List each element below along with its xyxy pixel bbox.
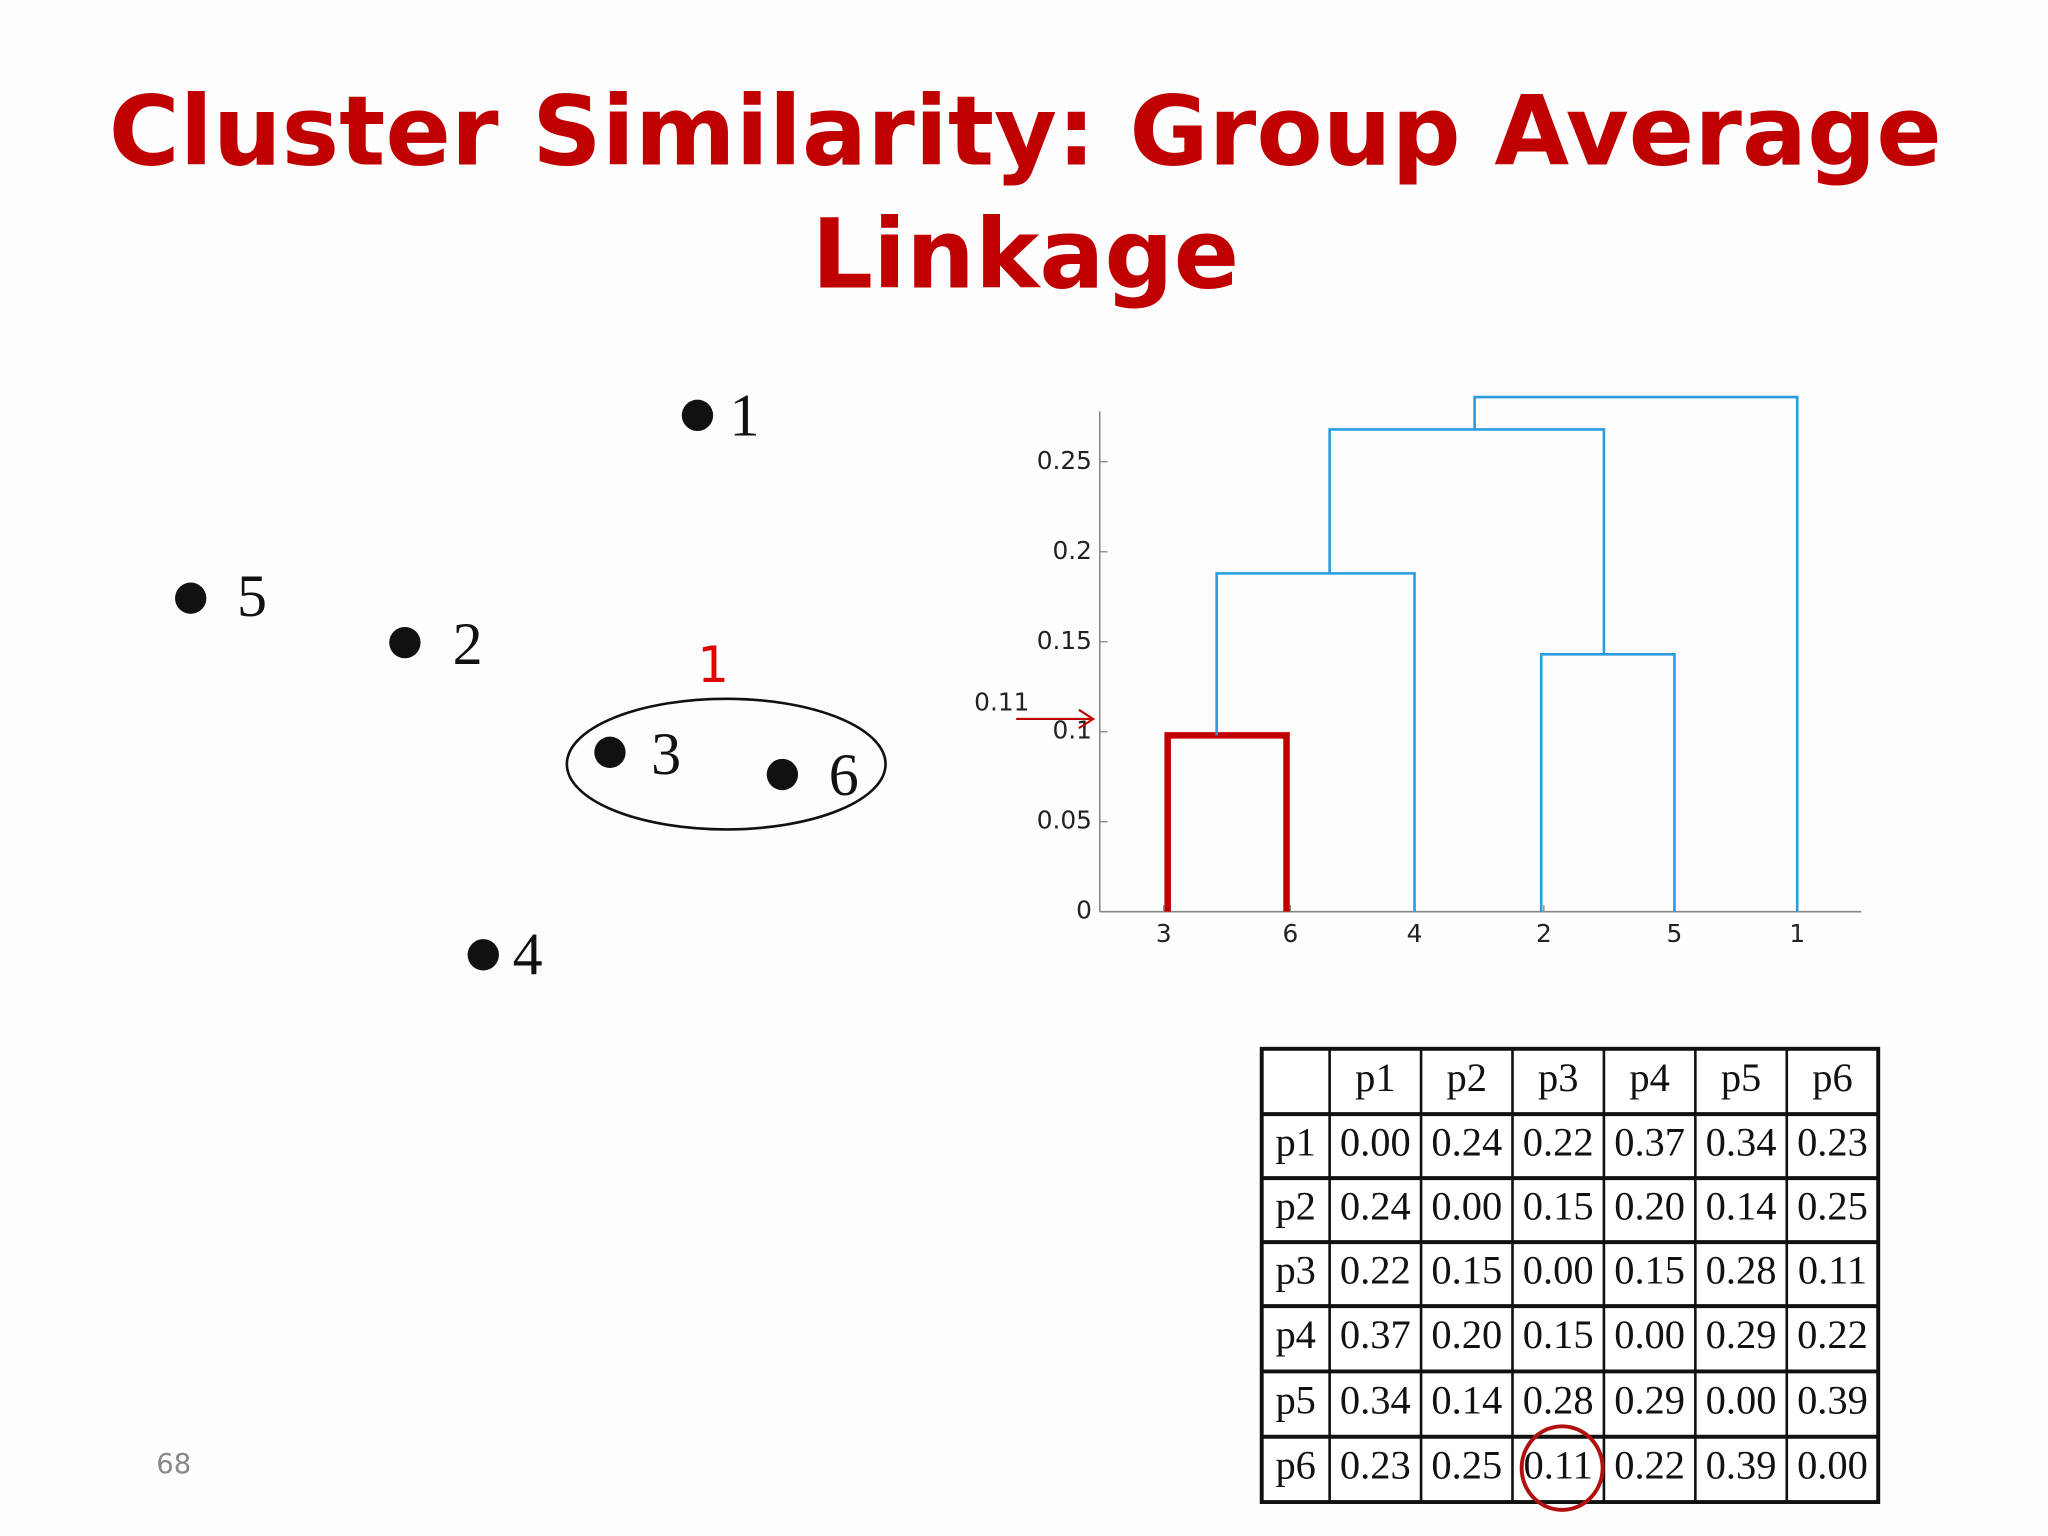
y-tick-label: 0.15 (1037, 626, 1092, 655)
point-label: 6 (829, 741, 859, 808)
table-cell: 0.15 (1614, 1247, 1685, 1292)
column-header: p6 (1812, 1055, 1852, 1100)
table-cell: 0.22 (1340, 1247, 1411, 1292)
table-cell: 0.11 (1798, 1247, 1867, 1292)
table-cell: 0.22 (1797, 1312, 1868, 1357)
leaf-label: 6 (1283, 919, 1299, 948)
table-cell: 0.20 (1431, 1312, 1502, 1357)
leaf-label: 1 (1789, 919, 1805, 948)
table-cell: 0.25 (1797, 1183, 1868, 1228)
cluster-label: 1 (697, 636, 729, 694)
table-cell: 0.24 (1340, 1183, 1411, 1228)
table-cell: 0.39 (1797, 1377, 1868, 1422)
point-label: 4 (513, 920, 543, 987)
table-cell: 0.00 (1523, 1247, 1594, 1292)
column-header: p4 (1629, 1055, 1669, 1100)
table-cell: 0.37 (1340, 1312, 1411, 1357)
point-label: 3 (651, 720, 681, 787)
y-tick-label: 0.2 (1052, 536, 1091, 565)
leaf-label: 3 (1156, 919, 1172, 948)
point (766, 758, 799, 791)
point-label: 1 (729, 382, 759, 449)
column-header: p3 (1538, 1055, 1578, 1100)
table-cell: 0.34 (1706, 1119, 1777, 1164)
table-cell: 0.15 (1523, 1183, 1594, 1228)
table-cell: 0.15 (1431, 1247, 1502, 1292)
table-cell: 0.00 (1431, 1183, 1502, 1228)
table-cell: 0.28 (1523, 1377, 1594, 1422)
table-cell: 0.14 (1431, 1377, 1502, 1422)
table-cell: 0.29 (1614, 1377, 1685, 1422)
title-line: Linkage (811, 197, 1239, 310)
table-cell: 0.15 (1523, 1312, 1594, 1357)
y-tick-label: 0 (1076, 896, 1092, 925)
cluster-ellipse (565, 697, 887, 831)
point (467, 939, 499, 971)
table-cell: 0.11 (1524, 1443, 1593, 1488)
table-cell: 0.34 (1340, 1377, 1411, 1422)
point-label: 2 (453, 610, 483, 677)
merge-link (1473, 395, 1799, 912)
merge-link (1164, 732, 1290, 912)
table-cell: 0.29 (1706, 1312, 1777, 1357)
table-cell: 0.00 (1797, 1443, 1868, 1488)
row-header: p4 (1275, 1312, 1315, 1357)
table-cell: 0.23 (1797, 1119, 1868, 1164)
merge-link (1215, 572, 1416, 912)
row-header: p2 (1275, 1183, 1315, 1228)
table-cell: 0.20 (1614, 1183, 1685, 1228)
highlight-circle (1519, 1424, 1605, 1512)
table-cell: 0.00 (1340, 1119, 1411, 1164)
y-tick-label: 0.25 (1037, 446, 1092, 475)
table-cell: 0.22 (1523, 1119, 1594, 1164)
table-cell: 0.25 (1431, 1443, 1502, 1488)
merge-link (1539, 653, 1676, 912)
point-label: 5 (237, 562, 267, 629)
title-line: Cluster Similarity: Group Average (109, 75, 1942, 188)
table-cell: 0.24 (1431, 1119, 1502, 1164)
arrow-label: 0.11 (974, 687, 1029, 716)
merge-link (1328, 428, 1606, 655)
y-tick-label: 0.1 (1052, 716, 1091, 745)
table-cell: 0.00 (1614, 1312, 1685, 1357)
page-number: 68 (156, 1449, 191, 1480)
y-tick-label: 0.05 (1037, 806, 1092, 835)
row-header: p1 (1275, 1119, 1315, 1164)
leaf-label: 4 (1407, 919, 1423, 948)
point (594, 736, 626, 768)
table-cell: 0.28 (1706, 1247, 1777, 1292)
column-header: p1 (1355, 1055, 1395, 1100)
table-cell: 0.00 (1706, 1377, 1777, 1422)
column-header: p5 (1721, 1055, 1761, 1100)
row-header: p3 (1275, 1247, 1315, 1292)
point (389, 626, 421, 659)
point (175, 582, 207, 614)
table-cell: 0.39 (1706, 1443, 1777, 1488)
leaf-label: 2 (1536, 919, 1552, 948)
arrow (1016, 708, 1096, 729)
table-cell: 0.22 (1614, 1443, 1685, 1488)
table-cell: 0.37 (1614, 1119, 1685, 1164)
table-cell: 0.14 (1706, 1183, 1777, 1228)
row-header: p6 (1275, 1443, 1315, 1488)
column-header: p2 (1447, 1055, 1487, 1100)
point (681, 399, 714, 432)
leaf-label: 5 (1667, 919, 1683, 948)
table-cell: 0.23 (1340, 1443, 1411, 1488)
row-header: p5 (1275, 1377, 1315, 1422)
